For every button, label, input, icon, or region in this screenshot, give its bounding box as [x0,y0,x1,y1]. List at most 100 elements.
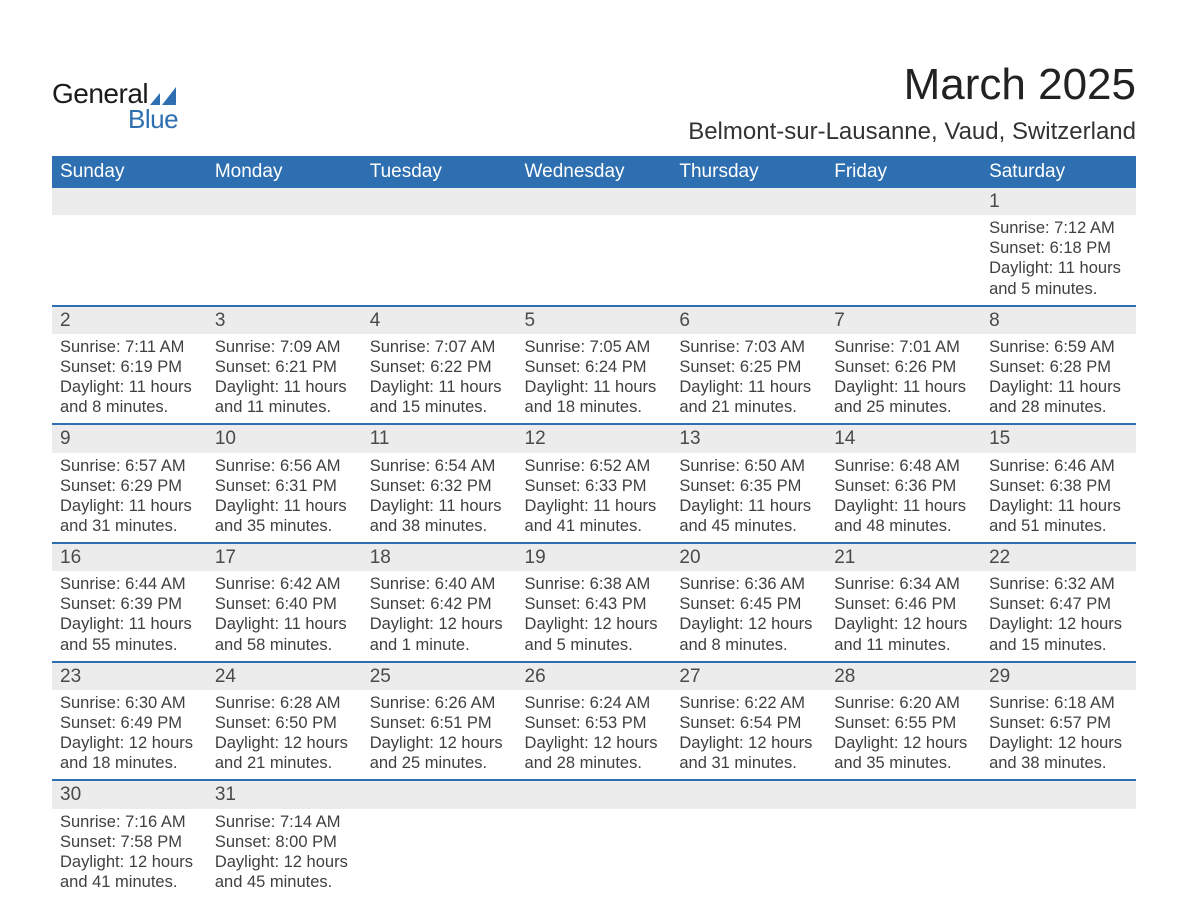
day-detail-cell: Sunrise: 6:57 AMSunset: 6:29 PMDaylight:… [52,453,207,544]
day-number-cell: 27 [671,662,826,690]
day-number-cell: 26 [517,662,672,690]
sunrise-line: Sunrise: 6:18 AM [989,693,1128,713]
sunset-line: Sunset: 6:28 PM [989,357,1128,377]
sunset-line: Sunset: 6:51 PM [370,713,509,733]
day-detail-cell: Sunrise: 6:18 AMSunset: 6:57 PMDaylight:… [981,690,1136,781]
day-detail-cell: Sunrise: 6:20 AMSunset: 6:55 PMDaylight:… [826,690,981,781]
weekday-header: Saturday [981,156,1136,188]
daynum-row: 3031 [52,780,1136,808]
weekday-header-row: Sunday Monday Tuesday Wednesday Thursday… [52,156,1136,188]
sunset-line: Sunset: 6:19 PM [60,357,199,377]
location-subtitle: Belmont-sur-Lausanne, Vaud, Switzerland [688,118,1136,146]
sunset-line: Sunset: 6:36 PM [834,476,973,496]
day-number-cell [362,780,517,808]
weekday-header: Thursday [671,156,826,188]
day-number-cell: 24 [207,662,362,690]
day-number-cell: 7 [826,306,981,334]
day-detail-cell [826,215,981,306]
detail-row: Sunrise: 6:30 AMSunset: 6:49 PMDaylight:… [52,690,1136,781]
detail-row: Sunrise: 7:11 AMSunset: 6:19 PMDaylight:… [52,334,1136,425]
day-detail-cell: Sunrise: 7:07 AMSunset: 6:22 PMDaylight:… [362,334,517,425]
daynum-row: 2345678 [52,306,1136,334]
detail-row: Sunrise: 7:16 AMSunset: 7:58 PMDaylight:… [52,809,1136,899]
logo-text-bottom: Blue [128,104,178,135]
daylight-line: Daylight: 11 hours and 35 minutes. [215,496,354,536]
daylight-line: Daylight: 11 hours and 58 minutes. [215,614,354,654]
day-detail-cell [517,809,672,899]
day-detail-cell [981,809,1136,899]
sunrise-line: Sunrise: 7:12 AM [989,218,1128,238]
daylight-line: Daylight: 12 hours and 28 minutes. [525,733,664,773]
daylight-line: Daylight: 12 hours and 15 minutes. [989,614,1128,654]
day-detail-cell: Sunrise: 7:01 AMSunset: 6:26 PMDaylight:… [826,334,981,425]
day-number-cell: 12 [517,424,672,452]
day-detail-cell: Sunrise: 6:42 AMSunset: 6:40 PMDaylight:… [207,571,362,662]
daylight-line: Daylight: 12 hours and 31 minutes. [679,733,818,773]
sunset-line: Sunset: 6:49 PM [60,713,199,733]
day-detail-cell: Sunrise: 6:36 AMSunset: 6:45 PMDaylight:… [671,571,826,662]
day-detail-cell [671,809,826,899]
day-number-cell: 4 [362,306,517,334]
day-detail-cell: Sunrise: 7:12 AMSunset: 6:18 PMDaylight:… [981,215,1136,306]
sunrise-line: Sunrise: 6:20 AM [834,693,973,713]
daylight-line: Daylight: 12 hours and 18 minutes. [60,733,199,773]
sunrise-line: Sunrise: 6:54 AM [370,456,509,476]
detail-row: Sunrise: 6:57 AMSunset: 6:29 PMDaylight:… [52,453,1136,544]
day-detail-cell [671,215,826,306]
day-detail-cell: Sunrise: 6:40 AMSunset: 6:42 PMDaylight:… [362,571,517,662]
day-number-cell: 1 [981,188,1136,215]
day-detail-cell: Sunrise: 6:46 AMSunset: 6:38 PMDaylight:… [981,453,1136,544]
day-detail-cell: Sunrise: 7:05 AMSunset: 6:24 PMDaylight:… [517,334,672,425]
day-number-cell: 13 [671,424,826,452]
day-detail-cell: Sunrise: 7:09 AMSunset: 6:21 PMDaylight:… [207,334,362,425]
sunset-line: Sunset: 6:32 PM [370,476,509,496]
detail-row: Sunrise: 6:44 AMSunset: 6:39 PM Daylight:… [52,571,1136,662]
day-number-cell: 6 [671,306,826,334]
sunrise-line: Sunrise: 6:52 AM [525,456,664,476]
detail-row: Sunrise: 7:12 AMSunset: 6:18 PMDaylight:… [52,215,1136,306]
sunset-line: Sunset: 6:46 PM [834,594,973,614]
sunset-line: Sunset: 6:31 PM [215,476,354,496]
daylight-line: Daylight: 11 hours and 5 minutes. [989,258,1128,298]
day-detail-cell: Sunrise: 6:50 AMSunset: 6:35 PMDaylight:… [671,453,826,544]
day-number-cell [207,188,362,215]
daylight-line: Daylight: 12 hours and 8 minutes. [679,614,818,654]
weekday-header: Friday [826,156,981,188]
day-detail-cell [362,215,517,306]
day-number-cell: 2 [52,306,207,334]
sunset-line: Sunset: 6:39 PM [60,594,199,614]
sunset-line: Sunset: 6:29 PM [60,476,199,496]
day-number-cell: 20 [671,543,826,571]
sunrise-line: Sunrise: 7:09 AM [215,337,354,357]
sunrise-line: Sunrise: 6:44 AM [60,574,199,594]
day-number-cell: 3 [207,306,362,334]
sunset-line: Sunset: 6:25 PM [679,357,818,377]
day-detail-cell [362,809,517,899]
day-number-cell: 11 [362,424,517,452]
weekday-header: Wednesday [517,156,672,188]
sunset-line: Sunset: 6:57 PM [989,713,1128,733]
daylight-line: Daylight: 11 hours and 48 minutes. [834,496,973,536]
sunrise-line: Sunrise: 6:50 AM [679,456,818,476]
day-number-cell: 14 [826,424,981,452]
daynum-row: 16171819202122 [52,543,1136,571]
day-number-cell: 15 [981,424,1136,452]
sunrise-line: Sunrise: 6:48 AM [834,456,973,476]
day-detail-cell: Sunrise: 6:22 AMSunset: 6:54 PMDaylight:… [671,690,826,781]
daylight-line: Daylight: 11 hours and 11 minutes. [215,377,354,417]
sunrise-line: Sunrise: 6:56 AM [215,456,354,476]
sunset-line: Sunset: 6:40 PM [215,594,354,614]
day-detail-cell: Sunrise: 6:44 AMSunset: 6:39 PMDaylight:… [52,571,207,662]
daylight-line: Daylight: 11 hours and 18 minutes. [525,377,664,417]
sunrise-line: Sunrise: 6:34 AM [834,574,973,594]
day-detail-cell [517,215,672,306]
sunset-line: Sunset: 6:22 PM [370,357,509,377]
sunrise-line: Sunrise: 7:05 AM [525,337,664,357]
sunrise-line: Sunrise: 6:36 AM [679,574,818,594]
daynum-row: 1 [52,188,1136,215]
sunset-line: Sunset: 6:54 PM [679,713,818,733]
day-number-cell [826,188,981,215]
daylight-line: Daylight: 11 hours and 15 minutes. [370,377,509,417]
sunrise-line: Sunrise: 6:30 AM [60,693,199,713]
daylight-line: Daylight: 11 hours and 8 minutes. [60,377,199,417]
